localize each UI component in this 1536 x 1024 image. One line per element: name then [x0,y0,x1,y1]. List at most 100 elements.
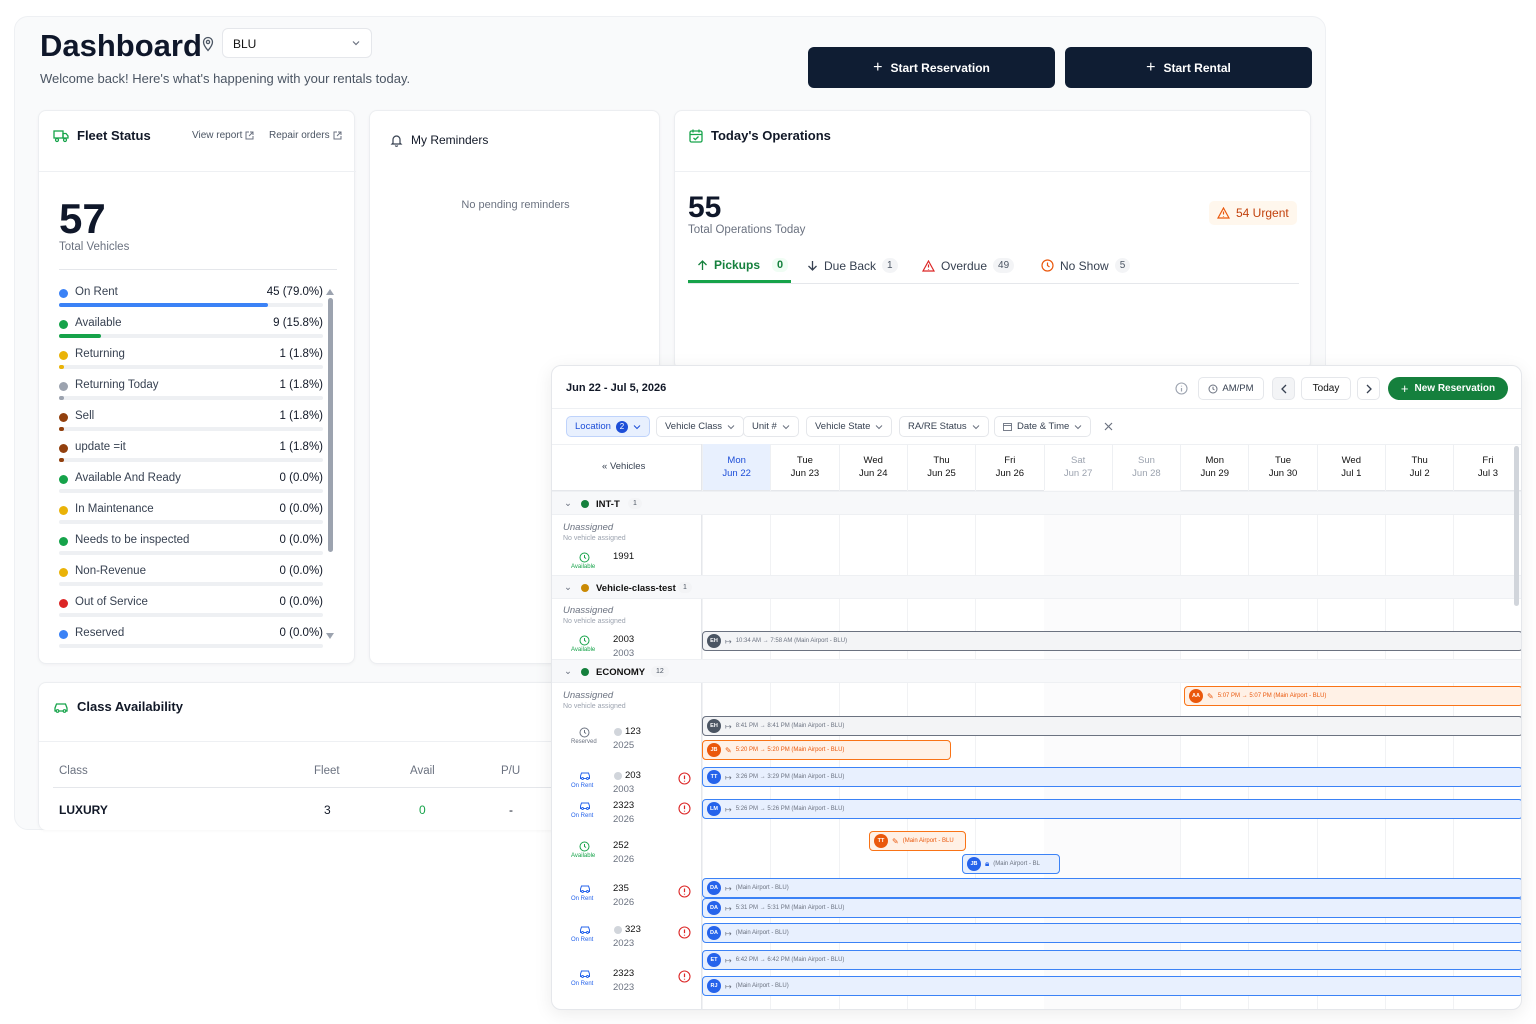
booking-text: 6:42 PM → 6:42 PM (Main Airport - BLU) [735,957,845,963]
today-button[interactable]: Today [1301,377,1351,400]
operations-header: Today's Operations [689,128,831,143]
scrollbar-thumb[interactable] [1514,446,1519,606]
next-button[interactable] [1357,377,1380,400]
booking-bar[interactable]: RJ ↦ (Main Airport - BLU) [702,976,1521,996]
vehicle-year: 2003 [613,648,635,659]
day-date: Jun 28 [1132,468,1161,479]
booking-bar[interactable]: JB ✎ 5:20 PM → 5:20 PM (Main Airport - BLU… [702,740,951,760]
day-header[interactable]: Wed Jul 1 [1316,444,1385,490]
vehicle-row[interactable]: On Rent 203 2003 [552,770,702,800]
tab-no-show[interactable]: No Show 5 [1041,258,1131,273]
day-header[interactable]: Thu Jun 25 [906,444,975,490]
scrollbar-thumb[interactable] [328,298,333,552]
scroll-down-icon[interactable] [326,633,334,639]
booking-text: (Main Airport - BLU) [735,885,789,891]
day-header[interactable]: Sat Jun 27 [1043,444,1112,490]
group-row[interactable]: ⌄ INT-T 1 [552,491,1521,515]
divider [552,490,1521,491]
booking-bar[interactable]: DA ↦ (Main Airport - BLU) [702,878,1521,898]
new-reservation-button[interactable]: + New Reservation [1388,377,1508,400]
day-header[interactable]: Sun Jun 28 [1111,444,1180,490]
unit-number: 252 [613,840,629,851]
progress-fill [59,427,64,431]
booking-bar[interactable]: AA ✎ 5:07 PM → 5:07 PM (Main Airport - BLU… [1184,686,1521,706]
day-header[interactable]: Fri Jul 3 [1453,444,1521,490]
day-header[interactable]: Mon Jun 29 [1180,444,1248,490]
sign-in-icon: ↦ [725,883,732,893]
booking-bar[interactable]: TT ✎ (Main Airport - BLU [869,831,966,851]
page-title: Dashboard [40,28,202,63]
car-icon [54,702,68,713]
vehicle-row[interactable]: On Rent 235 2026 [552,883,702,913]
booking-bar[interactable]: TT ↦ 3:26 PM → 3:29 PM (Main Airport - BLU… [702,767,1521,787]
filter-location[interactable]: Location 2 [566,416,650,437]
day-header[interactable]: Tue Jun 30 [1248,444,1316,490]
scrollbar[interactable] [326,289,334,639]
booking-bar[interactable]: DA ↦ (Main Airport - BLU) [702,923,1521,943]
location-select[interactable]: BLU [222,28,372,58]
booking-bar[interactable]: JB 🔒︎ (Main Airport - BL [962,854,1060,874]
start-rental-button[interactable]: + Start Rental [1065,47,1312,88]
group-row[interactable]: ⌄ Vehicle-class-test 1 [552,575,1521,599]
grid-line [1316,490,1318,1009]
day-header[interactable]: Fri Jun 26 [975,444,1043,490]
previous-button[interactable] [1272,377,1295,400]
clock-icon [1041,259,1054,272]
vehicle-row[interactable]: On Rent 323 2023 [552,924,702,954]
booking-text: (Main Airport - BLU) [735,930,789,936]
ampm-label: AM/PM [1222,383,1254,394]
vehicle-row[interactable]: On Rent 2323 2026 [552,800,702,830]
alert-icon[interactable] [678,970,691,983]
booking-bar[interactable]: LM ↦ 5:26 PM → 5:26 PM (Main Airport - BLU… [702,799,1521,819]
divider [53,787,573,788]
day-header[interactable]: Thu Jul 2 [1385,444,1453,490]
status-dot [59,568,68,577]
scroll-up-icon[interactable] [326,289,334,295]
booking-bar[interactable]: EH ↦ 10:34 AM → 7:58 AM (Main Airport - BL… [702,631,1521,651]
repair-orders-link[interactable]: Repair orders [269,130,342,141]
total-vehicles-label: Total Vehicles [59,241,130,253]
ampm-toggle[interactable]: AM/PM [1198,377,1264,400]
alert-icon[interactable] [678,772,691,785]
vehicle-row[interactable]: Reserved 123 2025 [552,726,702,756]
status-dot [59,630,68,639]
tab-due-back[interactable]: Due Back 1 [807,258,898,273]
view-report-link[interactable]: View report [192,130,254,141]
day-date: Jun 27 [1063,468,1093,479]
alert-icon[interactable] [678,885,691,898]
customer-avatar: EH [707,719,721,733]
day-header[interactable]: Mon Jun 22 [702,444,770,490]
info-icon[interactable] [1175,382,1188,395]
tab-pickups[interactable]: Pickups 0 [697,258,789,272]
booking-bar[interactable]: ET ↦ 6:42 PM → 6:42 PM (Main Airport - BLU… [702,950,1521,970]
urgent-badge[interactable]: 54 Urgent [1209,201,1297,225]
filter-status[interactable]: RA/RE Status [899,416,989,437]
clear-filters-icon[interactable] [1104,422,1113,431]
group-color-dot [581,500,589,508]
alert-icon[interactable] [678,926,691,939]
alert-icon[interactable] [678,802,691,815]
total-operations-label: Total Operations Today [688,224,806,236]
vehicles-column-header[interactable]: « Vehicles [602,461,645,472]
day-header[interactable]: Tue Jun 23 [770,444,838,490]
collapse-icon: « [602,461,608,472]
vehicle-row[interactable]: Available 1991 [552,551,702,581]
vehicle-row[interactable]: On Rent 2323 2023 [552,968,702,998]
tab-overdue[interactable]: Overdue 49 [922,258,1015,273]
booking-bar[interactable]: DA ↦ 5:31 PM → 5:31 PM (Main Airport - BLU… [702,898,1521,918]
status-dot [59,475,68,484]
filter-vehicle-state[interactable]: Vehicle State [806,416,893,437]
group-row[interactable]: ⌄ ECONOMY 12 [552,659,1521,683]
filter-vehicle-class[interactable]: Vehicle Class [656,416,745,437]
vehicle-row[interactable]: Available 252 2026 [552,840,702,870]
day-header[interactable]: Wed Jun 24 [838,444,907,490]
filter-date-time[interactable]: Date & Time [994,416,1092,437]
booking-bar[interactable]: EH ↦ 8:41 PM → 8:41 PM (Main Airport - BLU… [702,716,1521,736]
status-label: Reserved [75,627,125,639]
filter-unit[interactable]: Unit # [743,416,799,437]
chevron-down-icon: ⌄ [564,498,572,509]
bell-icon [390,135,403,147]
start-reservation-button[interactable]: + Start Reservation [808,47,1055,88]
operations-title: Today's Operations [711,128,831,143]
vehicle-row[interactable]: Available 2003 2003 [552,634,702,664]
